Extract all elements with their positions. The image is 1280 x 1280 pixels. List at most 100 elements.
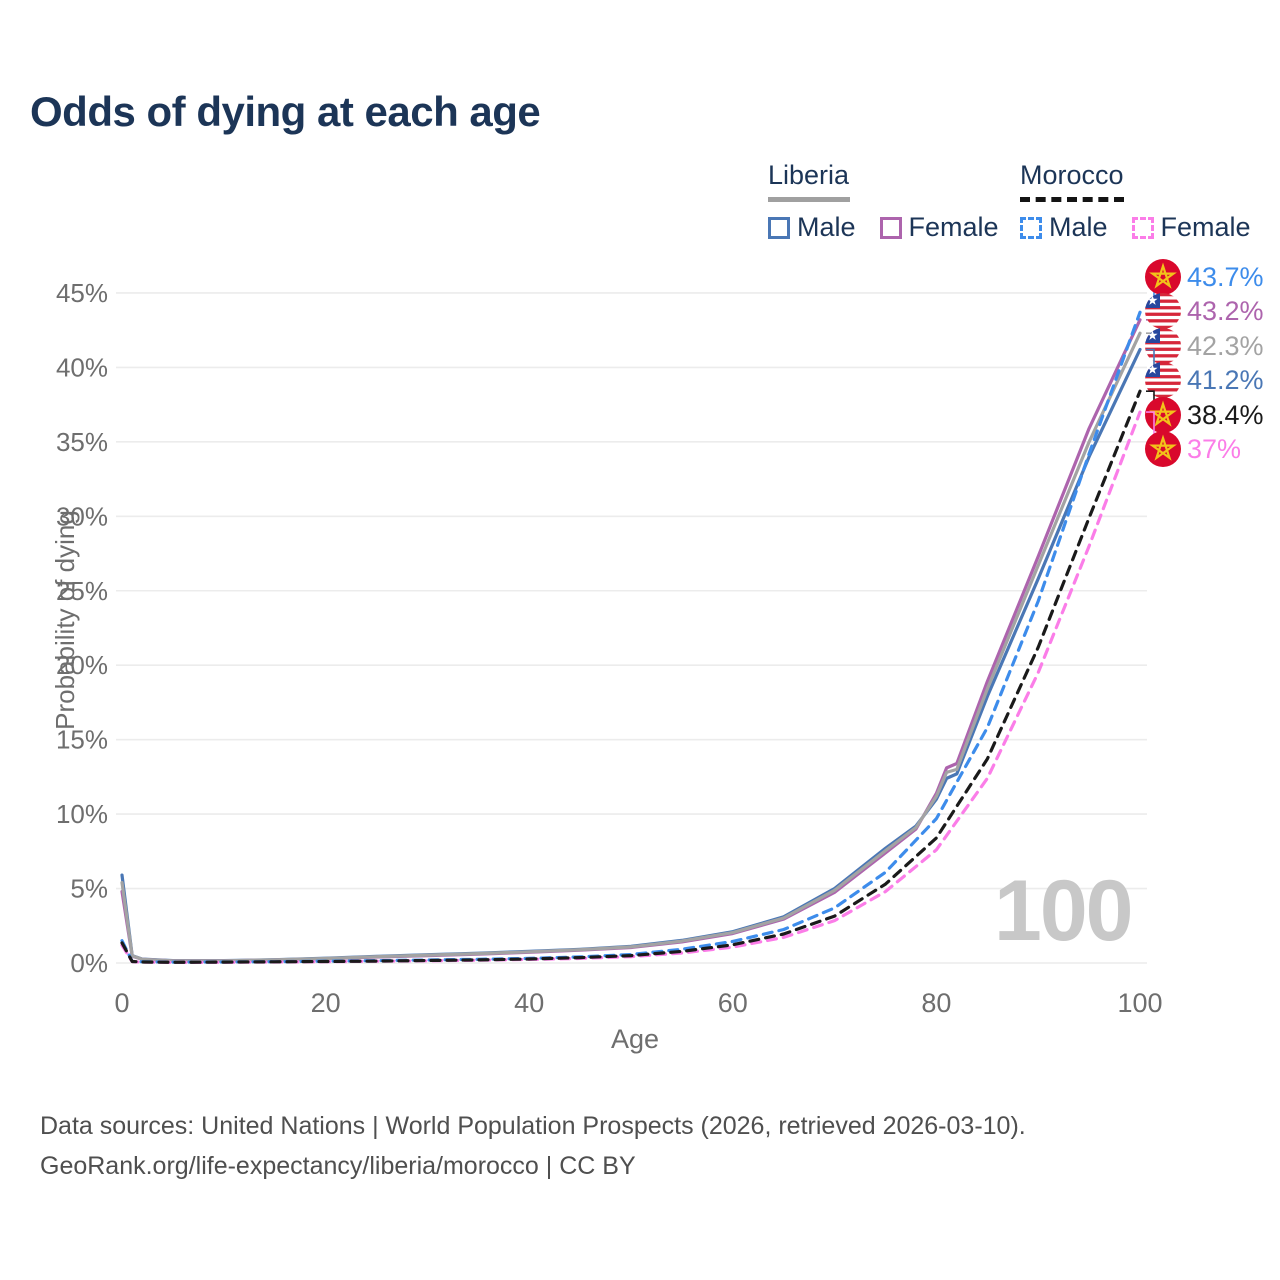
legend-label: Female [908, 212, 999, 242]
legend-label: Male [1049, 212, 1108, 242]
end-label-liberia-female: 43.2% [1145, 293, 1264, 329]
y-tick-label: 0% [70, 948, 108, 978]
flag-stripes [1145, 293, 1181, 329]
x-tick-label: 20 [311, 988, 341, 1018]
end-label-liberia-both-sexes: 42.3% [1145, 328, 1264, 364]
flag-stripes [1145, 362, 1181, 398]
legend-item-liberia-female[interactable]: Female [879, 212, 999, 243]
canton-star [1147, 295, 1158, 305]
x-tick-label: 40 [514, 988, 544, 1018]
series-line-liberia-both-sexes [120, 331, 1142, 963]
stripe [1145, 306, 1181, 310]
canton-star [1147, 364, 1158, 374]
stripe [1145, 378, 1181, 383]
stripe [1145, 312, 1181, 317]
pentagram-star [1149, 434, 1177, 461]
liberia-male-swatch[interactable] [768, 216, 790, 239]
x-tick-label: 60 [718, 988, 748, 1018]
series-line-morocco-male [120, 310, 1142, 964]
footer-attribution: GeoRank.org/life-expectancy/liberia/moro… [40, 1152, 636, 1180]
y-tick-label: 40% [56, 352, 108, 382]
liberia-line-style-swatch [768, 197, 850, 202]
legend-item-morocco-female[interactable]: Female [1131, 212, 1251, 243]
end-label-value: 37% [1187, 434, 1241, 464]
stripe [1145, 309, 1181, 314]
morocco-female-swatch[interactable] [1131, 216, 1154, 239]
stripe [1145, 384, 1181, 389]
liberia-female-swatch[interactable] [879, 216, 902, 239]
stripe [1145, 371, 1181, 376]
y-tick-label: 25% [56, 576, 108, 606]
canton-star [1147, 330, 1158, 340]
legend-group-morocco: Morocco Male Female [1020, 160, 1251, 243]
stripe [1145, 350, 1181, 355]
footer-data-sources: Data sources: United Nations | World Pop… [40, 1112, 1026, 1140]
end-label-morocco-both-sexes: 38.4% [1145, 390, 1264, 433]
flag-morocco-icon [1145, 431, 1181, 467]
x-tick-label: 100 [1117, 988, 1162, 1018]
flag-circle [1145, 431, 1181, 467]
stripe [1145, 365, 1181, 369]
age-counter-watermark: 100 [994, 863, 1133, 959]
stripe [1145, 391, 1181, 396]
morocco-male-swatch[interactable] [1020, 216, 1042, 239]
footer: Data sources: United Nations | World Pop… [40, 1106, 1026, 1186]
stripe [1145, 328, 1181, 332]
stripe [1145, 341, 1181, 345]
end-label-value: 42.3% [1187, 331, 1264, 361]
stripe [1145, 325, 1181, 329]
x-axis-title: Age [610, 1024, 660, 1054]
morocco-line-style-swatch [1020, 197, 1124, 202]
y-tick-label: 20% [56, 650, 108, 680]
stripe [1145, 331, 1181, 335]
legend-country-morocco: Morocco [1020, 160, 1124, 190]
legend-label: Female [1160, 212, 1251, 242]
end-label-value: 43.2% [1187, 296, 1264, 326]
stripe [1145, 362, 1181, 366]
legend-label: Male [797, 212, 856, 242]
stripe [1145, 344, 1181, 349]
flag-liberia-icon [1145, 293, 1181, 329]
stripe [1145, 375, 1181, 379]
end-label-morocco-male: 43.7% [1145, 259, 1264, 314]
end-label-value: 41.2% [1187, 365, 1264, 395]
y-tick-label: 35% [56, 427, 108, 457]
flag-liberia-icon [1145, 328, 1181, 364]
stripe [1145, 357, 1181, 362]
stripe [1145, 394, 1181, 398]
y-tick-label: 45% [56, 278, 108, 308]
y-tick-label: 10% [56, 799, 108, 829]
stripe [1145, 381, 1181, 386]
stripe [1145, 322, 1181, 327]
page-title: Odds of dying at each age [30, 88, 541, 135]
end-label-value: 38.4% [1187, 400, 1264, 430]
stripe [1145, 354, 1181, 358]
flag-circle [1145, 259, 1181, 295]
stripe [1145, 319, 1181, 323]
pentagram-star [1149, 262, 1177, 289]
stripe [1145, 299, 1181, 304]
stripe [1145, 293, 1181, 297]
end-label-value: 43.7% [1187, 262, 1264, 292]
stripe [1145, 388, 1181, 392]
stripe [1145, 368, 1181, 373]
legend-item-liberia-male[interactable]: Male [768, 212, 856, 243]
legend-group-liberia: Liberia Male Female [768, 160, 999, 243]
end-label-liberia-male: 41.2% [1145, 348, 1264, 398]
series-line-morocco-both-sexes [120, 389, 1142, 964]
stripe [1145, 337, 1181, 342]
y-tick-label: 5% [70, 874, 108, 904]
y-tick-label: 15% [56, 725, 108, 755]
stripe [1145, 315, 1181, 320]
y-tick-label: 30% [56, 501, 108, 531]
flag-liberia-icon [1145, 362, 1181, 398]
flag-stripes [1145, 328, 1181, 364]
legend-country-liberia: Liberia [768, 160, 850, 190]
stripe [1145, 302, 1181, 307]
series-line-liberia-female [120, 318, 1142, 963]
flag-morocco-icon [1145, 397, 1181, 433]
legend-item-morocco-male[interactable]: Male [1020, 212, 1108, 243]
x-tick-label: 80 [921, 988, 951, 1018]
